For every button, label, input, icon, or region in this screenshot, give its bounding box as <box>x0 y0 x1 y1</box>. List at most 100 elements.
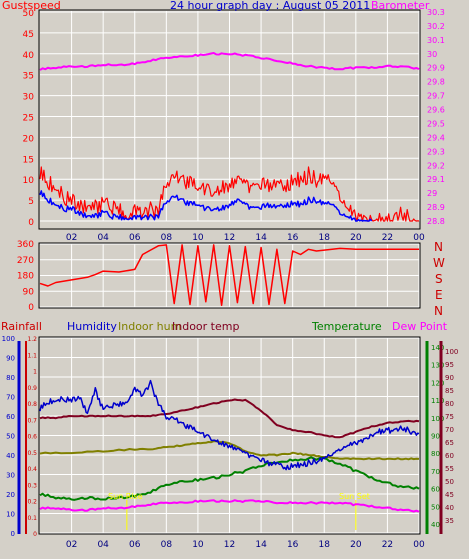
x-tick-label: 08 <box>161 233 173 243</box>
indoor-hum-label: Indoor hum <box>118 320 181 333</box>
right-tick-label: 29.1 <box>427 175 445 184</box>
dew-point-tick-label: 70 <box>445 426 454 434</box>
compass-label-w: W <box>433 256 445 270</box>
x-tick-label: 12 <box>224 233 235 243</box>
temperature-tick-label: 100 <box>431 415 444 423</box>
rainfall-label: Rainfall <box>1 320 42 333</box>
right-tick-label: 28.8 <box>427 217 445 226</box>
left-tick-label: 5 <box>28 197 34 207</box>
left-tick-label: 45 <box>23 30 34 40</box>
rainfall-tick-label: 1 <box>33 369 37 376</box>
dew-point-tick-label: 40 <box>445 504 454 512</box>
x-tick-label: 00 <box>413 540 425 550</box>
series-lines <box>39 52 420 530</box>
dew-point-tick-label: 55 <box>445 465 454 473</box>
dew-point-line <box>39 499 420 513</box>
compass-label-n-top: N <box>434 240 443 254</box>
temperature-tick-label: 140 <box>431 344 444 352</box>
direction-tick-label: 180 <box>17 272 34 282</box>
left-tick-label: 30 <box>23 93 35 103</box>
x-tick-label: 22 <box>382 540 393 550</box>
right-tick-label: 30.1 <box>427 36 445 45</box>
temperature-tick-label: 120 <box>431 379 444 387</box>
rainfall-tick-label: 0.7 <box>27 417 37 424</box>
right-tick-label: 30.3 <box>427 8 445 17</box>
right-tick-label: 29.8 <box>427 78 445 87</box>
direction-tick-label: 360 <box>17 240 34 250</box>
right-tick-label: 29 <box>427 189 437 198</box>
rainfall-tick-label: 1.1 <box>27 352 37 359</box>
right-tick-label: 30.2 <box>427 22 445 31</box>
x-tick-label: 18 <box>319 233 331 243</box>
x-tick-label: 20 <box>350 233 362 243</box>
compass-label-n-bottom: N <box>434 304 443 318</box>
left-tick-label: 35 <box>23 72 34 82</box>
gustspeed-line <box>39 166 420 222</box>
rainfall-tick-label: 1.2 <box>27 336 37 343</box>
barometer-label: Barometer <box>371 0 430 12</box>
left-tick-label: 25 <box>23 114 34 124</box>
right-tick-label: 29.4 <box>427 133 445 142</box>
gustspeed-label: Gustspeed <box>2 0 61 12</box>
left-tick-label: 0 <box>28 218 34 228</box>
left-tick-label: 10 <box>23 176 35 186</box>
x-tick-label: 00 <box>413 233 425 243</box>
dew-point-tick-label: 90 <box>445 374 454 382</box>
rainfall-tick-label: 0.9 <box>27 385 37 392</box>
compass-label-e: E <box>435 288 443 302</box>
temperature-tick-label: 130 <box>431 362 444 370</box>
humidity-tick-label: 40 <box>6 452 15 460</box>
dew-point-tick-label: 35 <box>445 517 454 525</box>
left-tick-label: 20 <box>23 134 35 144</box>
x-tick-label: 12 <box>224 540 235 550</box>
indoor-temp-line <box>39 398 420 439</box>
temperature-tick-label: 60 <box>431 486 440 494</box>
indoor-hum-line <box>39 440 420 461</box>
right-tick-label: 29.7 <box>427 92 445 101</box>
temperature-tick-label: 90 <box>431 433 440 441</box>
rainfall-tick-label: 0 <box>33 531 37 538</box>
humidity-tick-label: 20 <box>6 491 15 499</box>
wind-direction-line <box>39 244 419 307</box>
compass-label-s: S <box>435 272 443 286</box>
rainfall-tick-label: 0.2 <box>27 499 37 506</box>
x-tick-label: 10 <box>192 233 204 243</box>
humidity-tick-label: 30 <box>6 472 15 480</box>
right-tick-label: 30 <box>427 50 437 59</box>
temperature-tick-label: 80 <box>431 450 440 458</box>
direction-tick-label: 270 <box>17 256 34 266</box>
dew-point-tick-label: 50 <box>445 478 454 486</box>
rainfall-tick-label: 0.6 <box>27 434 37 441</box>
x-tick-label: 10 <box>192 540 204 550</box>
right-tick-label: 29.6 <box>427 106 445 115</box>
rainfall-tick-label: 0.3 <box>27 482 37 489</box>
x-tick-label: 22 <box>382 233 393 243</box>
humidity-tick-label: 70 <box>6 394 15 402</box>
temperature-line <box>39 456 420 501</box>
dew-point-tick-label: 45 <box>445 491 454 499</box>
x-tick-label: 20 <box>350 540 362 550</box>
humidity-tick-label: 100 <box>2 335 15 343</box>
humidity-tick-label: 60 <box>6 413 15 421</box>
x-tick-label: 14 <box>255 540 267 550</box>
humidity-label: Humidity <box>67 320 117 333</box>
x-tick-label: 02 <box>66 233 77 243</box>
dew-point-label: Dew Point <box>392 320 448 333</box>
wind-barometer-panel <box>38 9 421 230</box>
temperature-humidity-panel <box>38 336 421 535</box>
sun-set-label: Sun Set <box>339 492 370 501</box>
indoor-temp-label: Indoor temp <box>172 320 239 333</box>
temperature-tick-label: 50 <box>431 503 440 511</box>
sun-rise-label: Sun Rise <box>108 492 143 501</box>
dew-point-tick-label: 65 <box>445 439 454 447</box>
left-tick-label: 50 <box>23 9 35 19</box>
dew-point-tick-label: 100 <box>445 348 458 356</box>
right-tick-label: 29.2 <box>427 161 445 170</box>
rainfall-tick-label: 0.1 <box>27 515 37 522</box>
temperature-tick-label: 40 <box>431 521 440 529</box>
rainfall-tick-label: 0.5 <box>27 450 37 457</box>
dew-point-tick-label: 60 <box>445 452 454 460</box>
right-tick-label: 28.9 <box>427 203 445 212</box>
